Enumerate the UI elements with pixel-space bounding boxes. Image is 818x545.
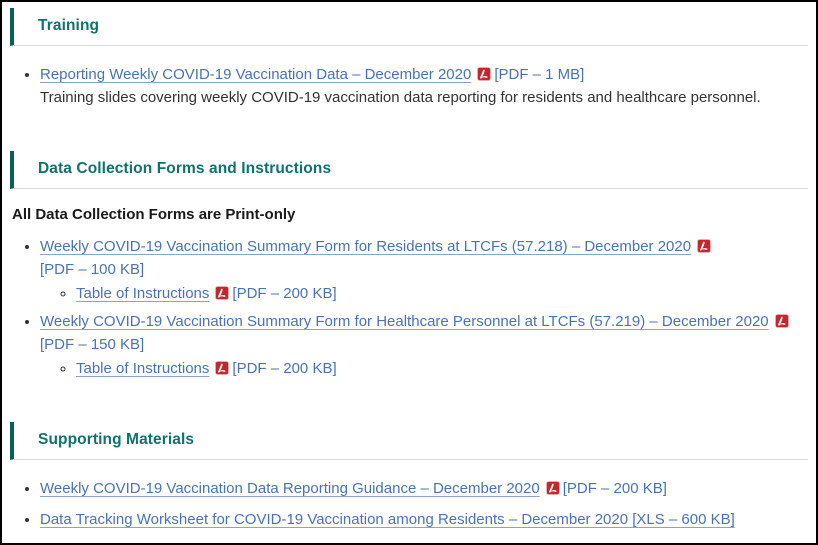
list-item: Data Tracking Worksheet for COVID-19 Vac… [40,539,808,543]
section-header: Supporting Materials [10,422,808,460]
print-only-note: All Data Collection Forms are Print-only [12,206,296,223]
list-item: Data Tracking Worksheet for COVID-19 Vac… [40,508,808,531]
document-link[interactable]: Table of Instructions [76,285,210,302]
file-size-tag: [PDF – 1 MB] [494,66,585,83]
document-link[interactable]: Weekly COVID-19 Vaccination Data Reporti… [40,480,540,497]
item-description: Training slides covering weekly COVID-19… [40,89,761,106]
file-size-tag: [PDF – 200 KB] [232,285,337,302]
document-link[interactable]: Weekly COVID-19 Vaccination Summary Form… [40,238,692,255]
section-header: Training [10,8,808,46]
section-header: Data Collection Forms and Instructions [10,151,808,189]
sub-document-list: Table of Instructions [PDF – 200 KB] [40,357,808,380]
list-item: Weekly COVID-19 Vaccination Data Reporti… [40,477,808,500]
document-link[interactable]: Weekly COVID-19 Vaccination Summary Form… [40,313,769,330]
section-title: Data Collection Forms and Instructions [38,160,332,177]
section-title: Supporting Materials [38,431,195,448]
pdf-icon[interactable] [215,286,230,300]
sub-document-list: Table of Instructions [PDF – 200 KB] [40,282,808,305]
document-link[interactable]: Data Tracking Worksheet for COVID-19 Vac… [40,542,784,543]
document-link[interactable]: Data Tracking Worksheet for COVID-19 Vac… [40,511,735,528]
pdf-icon[interactable] [697,239,711,253]
pdf-icon[interactable] [774,314,789,328]
list-item: Table of Instructions [PDF – 200 KB] [76,282,808,305]
pdf-icon[interactable] [477,67,492,81]
section-supporting-materials: Supporting Materials Weekly COVID-19 Vac… [10,422,808,543]
file-size-tag: [PDF – 200 KB] [232,360,337,377]
document-link[interactable]: Table of Instructions [76,360,210,377]
list-item: Weekly COVID-19 Vaccination Summary Form… [40,310,808,380]
pdf-icon[interactable] [215,361,230,375]
document-list: Weekly COVID-19 Vaccination Data Reporti… [10,477,808,543]
list-item: Weekly COVID-19 Vaccination Summary Form… [40,235,808,305]
pdf-icon[interactable] [545,481,560,495]
document-link[interactable]: Reporting Weekly COVID-19 Vaccination Da… [40,66,472,83]
document-list: Weekly COVID-19 Vaccination Summary Form… [10,235,808,380]
file-size-tag: [PDF – 150 KB] [40,336,145,353]
list-item: Table of Instructions [PDF – 200 KB] [76,357,808,380]
section-title: Training [38,17,100,34]
document-list: Reporting Weekly COVID-19 Vaccination Da… [10,63,808,109]
section-training: Training Reporting Weekly COVID-19 Vacci… [10,8,808,109]
list-item: Reporting Weekly COVID-19 Vaccination Da… [40,63,808,109]
section-data-collection-forms: Data Collection Forms and Instructions A… [10,151,808,380]
file-size-tag: [PDF – 100 KB] [40,261,145,278]
file-size-tag: [PDF – 200 KB] [562,480,667,497]
